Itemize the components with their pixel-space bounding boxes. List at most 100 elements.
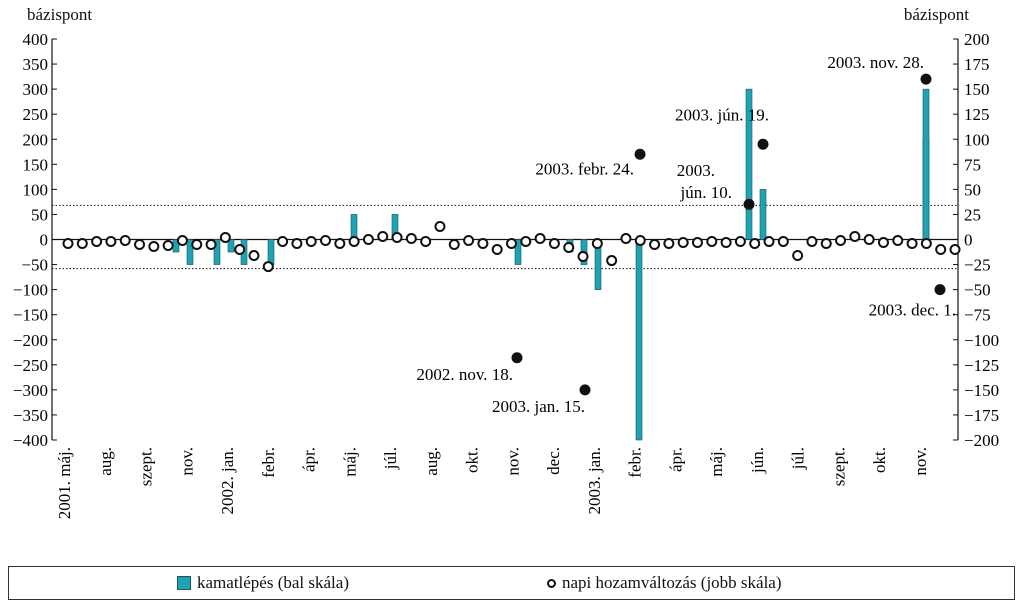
yield-change-marker	[563, 242, 575, 254]
yield-change-marker	[906, 238, 918, 250]
yield-change-marker	[935, 244, 947, 256]
legend-points-label: napi hozamváltozás (jobb skála)	[562, 573, 782, 592]
yield-change-marker	[949, 244, 961, 256]
highlighted-point	[934, 284, 946, 296]
yield-change-marker	[720, 237, 732, 249]
x-tick-label: máj.	[707, 447, 726, 477]
yield-change-marker	[176, 235, 188, 247]
left-tick-label: 150	[23, 155, 49, 174]
right-tick-label: 150	[964, 80, 990, 99]
x-tick-label: febr.	[626, 447, 645, 478]
yield-change-marker	[105, 236, 117, 248]
left-tick-label: 250	[23, 105, 49, 124]
yield-change-marker	[534, 232, 546, 244]
left-tick-label: −50	[21, 256, 48, 275]
yield-change-marker	[91, 236, 103, 248]
yield-change-marker	[677, 237, 689, 249]
yield-change-marker	[148, 241, 160, 253]
x-tick-label: szept.	[829, 447, 848, 486]
yield-change-marker	[62, 238, 74, 250]
yield-change-marker	[777, 236, 789, 248]
x-tick-label: máj.	[340, 447, 359, 477]
highlighted-point	[920, 73, 932, 85]
yield-change-marker	[920, 238, 932, 250]
point-annotation: 2002. nov. 18.	[416, 365, 513, 384]
right-tick-label: −75	[964, 306, 991, 325]
yield-change-marker	[649, 239, 661, 251]
left-tick-label: −300	[13, 381, 48, 400]
x-tick-label: 2002. jan.	[218, 447, 237, 515]
left-tick-label: 50	[31, 205, 48, 224]
legend-item-points: napi hozamváltozás (jobb skála)	[547, 573, 782, 593]
yield-change-marker	[262, 261, 274, 273]
yield-change-marker	[663, 238, 675, 250]
yield-change-marker	[620, 232, 632, 244]
yield-change-marker	[491, 244, 503, 256]
x-tick-label: okt.	[870, 447, 889, 473]
legend: kamatlépés (bal skála) napi hozamváltozá…	[8, 566, 1015, 600]
interest-rate-bar	[759, 189, 767, 240]
right-tick-label: 175	[964, 55, 990, 74]
yield-change-marker	[405, 232, 417, 244]
highlighted-point	[634, 148, 646, 160]
point-annotation: 2003. nov. 28.	[827, 53, 924, 72]
x-tick-label: aug.	[96, 447, 115, 476]
chart-plot: 400350300250200150100500−50−100−150−200−…	[13, 30, 999, 519]
interest-rate-bar	[350, 214, 358, 240]
yield-change-marker	[391, 231, 403, 243]
yield-change-marker	[76, 238, 88, 250]
yield-change-marker	[892, 235, 904, 247]
highlighted-point	[579, 384, 591, 396]
interest-rate-bar	[745, 88, 753, 240]
right-tick-label: 0	[964, 231, 973, 250]
x-tick-label: ápr.	[300, 447, 319, 472]
yield-change-marker	[134, 239, 146, 251]
left-axis-unit-label: bázispont	[27, 5, 93, 24]
yield-change-marker	[863, 234, 875, 245]
highlighted-point	[743, 198, 755, 210]
legend-bars-label: kamatlépés (bal skála)	[197, 573, 349, 592]
x-tick-label: dec.	[544, 447, 563, 475]
yield-change-marker	[749, 238, 761, 250]
x-tick-label: júl.	[789, 447, 808, 470]
right-tick-label: 125	[964, 105, 990, 124]
yield-change-marker	[320, 235, 332, 247]
x-tick-label: 2001. máj.	[55, 447, 74, 519]
right-tick-label: 200	[964, 30, 990, 49]
interest-rate-bar	[227, 239, 235, 253]
left-tick-label: 400	[23, 30, 49, 49]
right-tick-label: −25	[964, 256, 991, 275]
right-tick-label: 25	[964, 205, 981, 224]
yield-change-marker	[706, 236, 718, 248]
right-axis-unit-label: bázispont	[903, 5, 969, 24]
yield-change-marker	[849, 230, 861, 242]
x-tick-label: nov.	[177, 447, 196, 476]
point-annotation: jún. 10.	[680, 183, 732, 202]
yield-change-marker	[734, 236, 746, 248]
right-tick-label: −100	[964, 331, 999, 350]
yield-change-marker	[591, 238, 603, 250]
right-tick-label: −200	[964, 431, 999, 450]
yield-change-marker	[162, 240, 174, 252]
highlighted-point	[757, 138, 769, 150]
yield-change-marker	[420, 236, 432, 248]
yield-change-marker	[877, 237, 889, 249]
left-tick-label: −250	[13, 356, 48, 375]
yield-change-marker	[348, 236, 360, 248]
left-tick-label: −400	[13, 431, 48, 450]
yield-change-marker	[691, 237, 703, 249]
yield-change-marker	[291, 238, 303, 250]
interest-rate-bar	[514, 239, 522, 265]
yield-change-marker	[477, 238, 489, 250]
yield-change-marker	[234, 244, 246, 256]
yield-change-marker	[362, 234, 374, 245]
hollow-circle-icon	[547, 578, 556, 588]
x-tick-label: 2003. jan.	[585, 447, 604, 515]
yield-change-marker	[634, 235, 646, 247]
highlighted-point	[511, 352, 523, 364]
legend-item-bars: kamatlépés (bal skála)	[177, 573, 349, 593]
left-tick-label: 200	[23, 130, 49, 149]
yield-change-marker	[792, 250, 804, 262]
left-tick-label: 350	[23, 55, 49, 74]
yield-change-marker	[219, 231, 231, 243]
